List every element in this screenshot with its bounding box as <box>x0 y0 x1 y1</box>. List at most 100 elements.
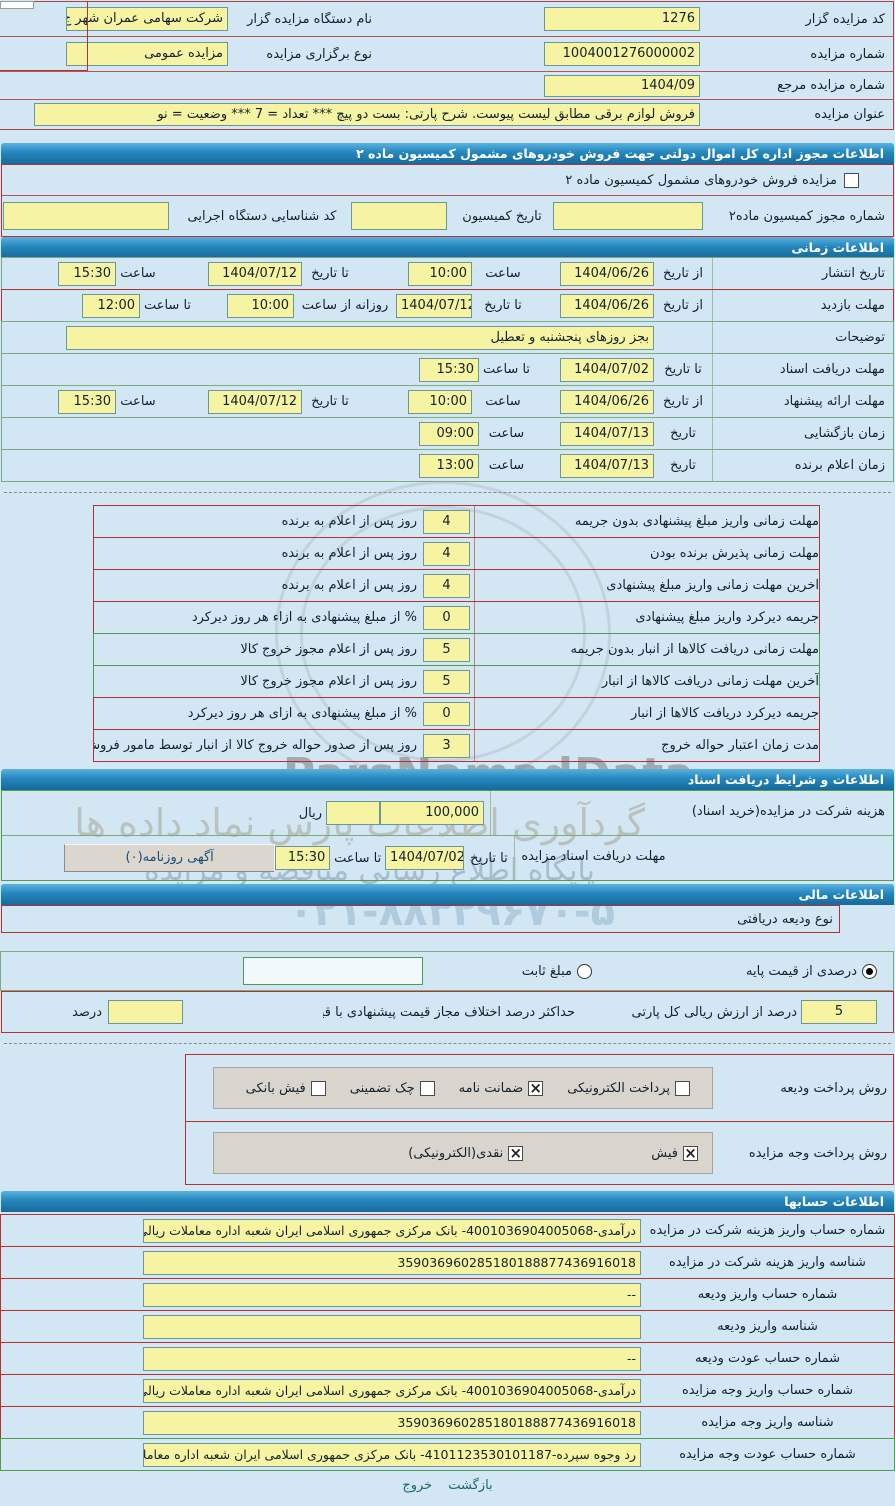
fixed-amount-input[interactable] <box>242 957 423 985</box>
winner-date-input[interactable]: 1404/07/13 <box>560 453 654 478</box>
label-participation-fee: هزینه شرکت در مزایده(خرید اسناد) <box>490 791 893 835</box>
label-hour: ساعت <box>485 394 521 409</box>
opening-hour-input[interactable]: 09:00 <box>419 421 479 446</box>
opening-date-input[interactable]: 1404/07/13 <box>560 421 654 446</box>
auction-type-input[interactable]: مزایده عمومی <box>66 42 228 66</box>
visit-from-hour-input[interactable]: 10:00 <box>227 293 294 318</box>
term-row: مهلت زمانی واریز مبلغ پیشنهادی بدون جریم… <box>93 505 820 538</box>
opening-time-row: زمان بازگشایی تاریخ 1404/07/13 ساعت 09:0… <box>1 417 894 450</box>
term-value-input[interactable]: 0 <box>423 701 470 726</box>
slip-label: فیش <box>651 1145 678 1161</box>
account-value-input[interactable] <box>143 1314 641 1339</box>
label-auction-payment-method: روش پرداخت وجه مزایده <box>748 1145 887 1161</box>
term-label: مهلت زمانی پذیرش برنده بودن <box>474 538 819 569</box>
newspaper-ad-button[interactable]: آگهی روزنامه(۰) <box>64 844 276 872</box>
account-value-input[interactable]: 359036960285180188877436916018 <box>143 1410 641 1435</box>
visit-from-date-input[interactable]: 1404/06/26 <box>560 293 654 318</box>
offer-from-hour-input[interactable]: 10:00 <box>408 389 472 414</box>
offer-to-hour-input[interactable]: 15:30 <box>58 389 116 414</box>
visit-to-date-input[interactable]: 1404/07/12 <box>396 293 472 318</box>
term-value-input[interactable]: 4 <box>423 573 470 598</box>
term-value-input[interactable]: 4 <box>423 541 470 566</box>
percent-value-input[interactable]: 5 <box>801 1000 877 1024</box>
auction-number-input[interactable]: 1004001276000002 <box>544 42 700 66</box>
label-reference-number: شماره مزایده مرجع <box>777 78 885 93</box>
section-financial-header: اطلاعات مالی <box>1 884 894 905</box>
cash-electronic-option[interactable]: نقدی(الکترونیکی) <box>408 1145 524 1161</box>
docs-to-date-input2[interactable]: 1404/07/02 <box>385 846 464 870</box>
madeh2-checkbox[interactable] <box>844 172 859 188</box>
term-value-input[interactable]: 3 <box>423 733 470 758</box>
slip-checkbox[interactable] <box>683 1145 698 1161</box>
docs-to-date-input[interactable]: 1404/07/02 <box>560 357 654 382</box>
percent-of-base-radio[interactable] <box>862 963 877 979</box>
accounts-table: شماره حساب واریز هزینه شرکت در مزایده در… <box>0 1214 895 1471</box>
certified-check-checkbox[interactable] <box>419 1080 435 1096</box>
notes-row: توضیحات بجز روزهای پنجشنبه و تعطیل <box>1 321 894 354</box>
back-link[interactable]: بازگشت <box>448 1478 493 1493</box>
auctioneer-name-input[interactable]: شرکت سهامی عمران شهر ج <box>66 7 228 31</box>
agency-id-code-input[interactable] <box>3 202 169 230</box>
term-value-input[interactable]: 5 <box>423 669 470 694</box>
auctioneer-code-input[interactable]: 1276 <box>544 7 700 31</box>
winner-hour-input[interactable]: 13:00 <box>419 453 479 478</box>
docs-to-hour-input[interactable]: 15:30 <box>419 357 479 382</box>
fixed-amount-radio[interactable] <box>577 963 593 979</box>
account-row: شماره حساب واریز وجه مزایده درآمدی-40010… <box>0 1374 895 1407</box>
account-value-input[interactable]: درآمدی-4001036904005068- بانک مرکزی جمهو… <box>143 1378 641 1403</box>
electronic-payment-option[interactable]: پرداخت الکترونیکی <box>567 1080 690 1096</box>
account-row: شناسه واریز هزینه شرکت در مزایده 3590369… <box>0 1246 895 1279</box>
account-value-input[interactable]: -- <box>143 1282 641 1307</box>
bank-slip-option[interactable]: فیش بانکی <box>246 1080 326 1096</box>
offer-to-date-input[interactable]: 1404/07/12 <box>208 389 302 414</box>
publish-from-date-input[interactable]: 1404/06/26 <box>560 261 654 286</box>
account-value-input[interactable]: درآمدی-4001036904005068- بانک مرکزی جمهو… <box>143 1218 641 1243</box>
publish-to-hour-input[interactable]: 15:30 <box>58 261 116 286</box>
reference-number-input[interactable]: 1404/09 <box>544 74 700 97</box>
term-value-input[interactable]: 5 <box>423 637 470 662</box>
section-permit-header: اطلاعات مجوز اداره کل اموال دولتی جهت فر… <box>1 143 894 164</box>
max-diff-input[interactable] <box>108 1000 183 1024</box>
madeh2-permit-number-input[interactable] <box>553 202 703 230</box>
guarantee-letter-checkbox[interactable] <box>528 1080 544 1096</box>
publish-to-date-input[interactable]: 1404/07/12 <box>208 261 302 286</box>
account-value-input[interactable]: -- <box>143 1346 641 1371</box>
account-value-input[interactable]: 359036960285180188877436916018 <box>143 1250 641 1275</box>
percent-row: 5 درصد از ارزش ریالی کل پارتی حداکثر درص… <box>1 991 894 1033</box>
electronic-payment-checkbox[interactable] <box>675 1080 690 1096</box>
exit-link[interactable]: خروج <box>402 1478 433 1493</box>
auction-title-input[interactable]: فروش لوازم برقی مطابق لیست پیوست. شرح پا… <box>34 103 700 126</box>
term-label: آخرین مهلت زمانی دریافت کالاها از انبار <box>474 666 819 697</box>
label-publish-date: تاریخ انتشار <box>712 258 893 289</box>
account-row: شماره حساب عودت وجه مزایده رد وجوه سپرده… <box>0 1438 895 1471</box>
term-suffix: روز پس از صدور حواله خروج کالا از انبار … <box>94 738 417 753</box>
cash-electronic-label: نقدی(الکترونیکی) <box>408 1145 504 1161</box>
cash-electronic-checkbox[interactable] <box>508 1145 524 1161</box>
docs-deadline-row2: مهلت دریافت اسناد مزایده تا تاریخ 1404/0… <box>2 836 893 880</box>
visit-to-hour-input[interactable]: 12:00 <box>82 293 140 318</box>
offer-from-date-input[interactable]: 1404/06/26 <box>560 389 654 414</box>
fixed-amount-label: مبلغ ثابت <box>521 963 573 979</box>
account-label: شماره حساب عودت ودیعه <box>694 1351 841 1366</box>
label-to-date: تا تاریخ <box>470 850 508 866</box>
term-value-input[interactable]: 0 <box>423 605 470 630</box>
docs-to-hour-input2[interactable]: 15:30 <box>275 846 331 870</box>
fee-extra-input[interactable] <box>326 801 380 825</box>
guarantee-letter-option[interactable]: ضمانت نامه <box>459 1080 544 1096</box>
term-label: جریمه دیرکرد دریافت کالاها از انبار <box>474 698 819 729</box>
bank-slip-checkbox[interactable] <box>310 1080 326 1096</box>
publish-from-hour-input[interactable]: 10:00 <box>408 261 472 286</box>
participation-fee-input[interactable]: 100,000 <box>380 801 484 825</box>
slip-option[interactable]: فیش <box>651 1145 698 1161</box>
account-value-input[interactable]: رد وجوه سپرده-4101123530101187- بانک مرک… <box>143 1442 641 1467</box>
label-date: تاریخ <box>670 458 696 473</box>
notes-input[interactable]: بجز روزهای پنجشنبه و تعطیل <box>66 325 654 350</box>
term-value-input[interactable]: 4 <box>423 509 470 534</box>
term-suffix: روز پس از اعلام به برنده <box>281 514 417 529</box>
certified-check-option[interactable]: چک تضمینی <box>350 1080 435 1096</box>
label-percent-unit: درصد <box>72 1004 102 1020</box>
label-agency-id-code: کد شناسایی دستگاه اجرایی <box>187 208 337 224</box>
publish-date-row: تاریخ انتشار از تاریخ 1404/06/26 ساعت 10… <box>1 257 894 290</box>
commission-date-input[interactable] <box>351 202 447 230</box>
term-label: مدت زمان اعتبار حواله خروج <box>474 730 819 761</box>
